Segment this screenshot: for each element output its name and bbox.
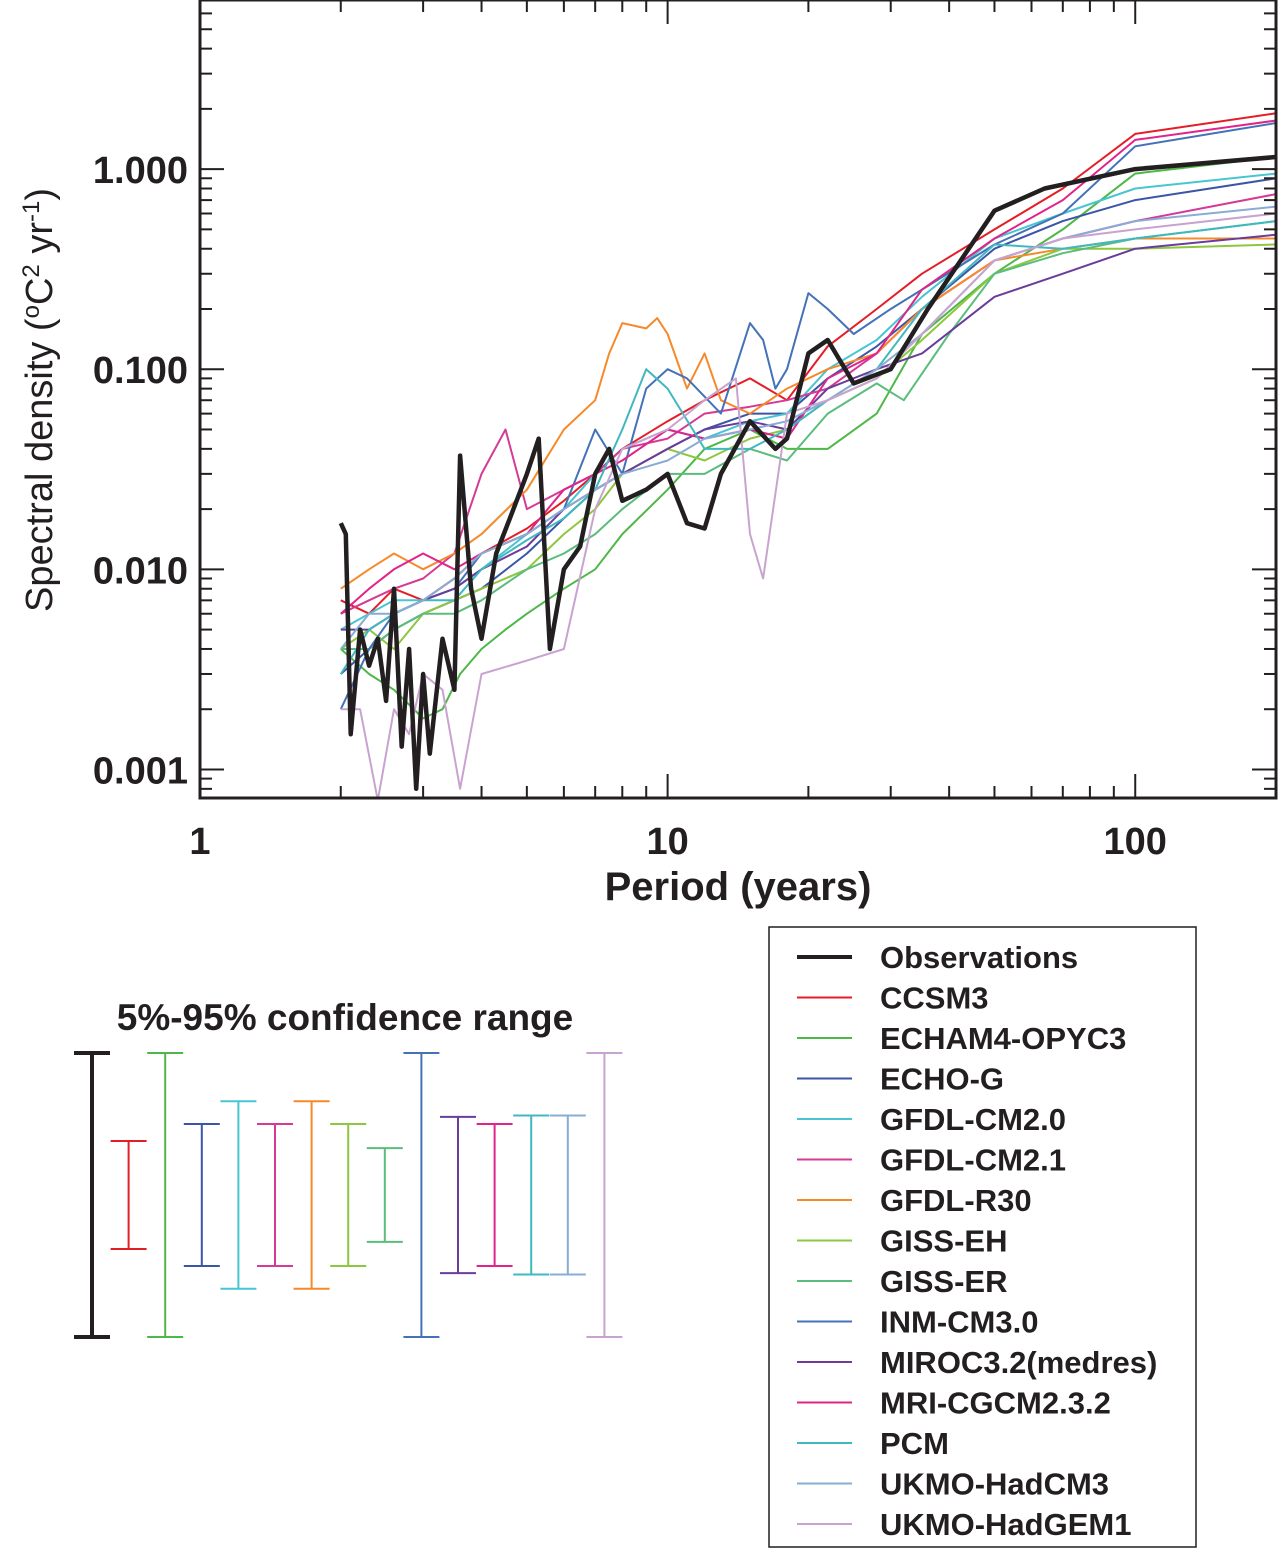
y-tick-label: 1.000 — [93, 150, 188, 192]
confidence-bar-gfdl-cm2-1 — [257, 1123, 293, 1267]
series-line-mri-cgcm2-3-2 — [340, 119, 1276, 615]
confidence-range-title: 5%-95% confidence range — [117, 997, 573, 1038]
confidence-bar-giss-eh — [330, 1123, 367, 1267]
confidence-range-bars — [74, 1051, 623, 1339]
legend-label-observations: Observations — [880, 940, 1078, 975]
confidence-bar-ukmo-hadcm3 — [549, 1114, 586, 1276]
confidence-bar-ukmo-hadgem1 — [586, 1052, 623, 1338]
legend-label-echam4-opyc3: ECHAM4-OPYC3 — [880, 1021, 1126, 1056]
x-tick-label: 10 — [646, 821, 688, 863]
x-axis-title: Period (years) — [605, 865, 872, 909]
legend-label-echo-g: ECHO-G — [880, 1062, 1004, 1097]
confidence-bar-gfdl-cm2-0 — [220, 1100, 257, 1290]
y-tick-label: 0.010 — [93, 550, 188, 592]
confidence-bar-gfdl-r30 — [293, 1100, 330, 1290]
legend-label-gfdl-cm2-1: GFDL-CM2.1 — [880, 1143, 1066, 1178]
series-layer — [338, 112, 1276, 798]
legend-label-ukmo-hadcm3: UKMO-HadCM3 — [880, 1467, 1109, 1502]
x-tick-label: 100 — [1104, 821, 1167, 863]
series-line-ukmo-hadcm3 — [340, 205, 1276, 650]
y-tick-label: 0.001 — [93, 750, 188, 792]
series-line-giss-eh — [340, 243, 1276, 650]
series-line-observations — [338, 154, 1276, 792]
series-line-ukmo-hadgem1 — [340, 212, 1276, 798]
legend-label-mri-cgcm2-3-2: MRI-CGCM2.3.2 — [880, 1386, 1111, 1421]
series-line-pcm — [339, 220, 1276, 675]
series-line-miroc3-2-medres — [340, 233, 1276, 631]
legend-label-giss-er: GISS-ER — [880, 1264, 1007, 1299]
confidence-bar-echo-g — [183, 1123, 220, 1267]
axis-ticks: 1 10 100 0.001 0.010 0.100 1.000 — [93, 0, 1277, 863]
confidence-bar-observations — [74, 1051, 110, 1339]
confidence-bar-echam4-opyc3 — [147, 1052, 184, 1338]
x-tick-label: 1 — [189, 821, 210, 863]
legend-label-pcm: PCM — [880, 1426, 949, 1461]
legend-label-ccsm3: CCSM3 — [880, 981, 989, 1016]
confidence-bar-miroc3-2-medres — [440, 1115, 476, 1275]
series-line-gfdl-cm2-1 — [340, 193, 1276, 615]
y-axis-title: Spectral density (oC2 yr-1) — [18, 188, 61, 612]
legend-label-miroc3-2-medres: MIROC3.2(medres) — [880, 1345, 1157, 1380]
y-tick-label: 0.100 — [93, 350, 188, 392]
legend-label-ukmo-hadgem1: UKMO-HadGEM1 — [880, 1507, 1131, 1542]
series-line-giss-er — [340, 220, 1276, 650]
plot-frame — [198, 0, 1278, 800]
confidence-bar-giss-er — [366, 1147, 403, 1243]
confidence-bar-inm-cm3-0 — [403, 1052, 440, 1338]
spectral-plot: 1 10 100 0.001 0.010 0.100 1.000 — [93, 0, 1278, 863]
confidence-bar-mri-cgcm2-3-2 — [476, 1123, 513, 1267]
confidence-bar-pcm — [513, 1114, 550, 1276]
legend-label-gfdl-cm2-0: GFDL-CM2.0 — [880, 1102, 1066, 1137]
legend-label-giss-eh: GISS-EH — [880, 1224, 1007, 1259]
series-line-inm-cm3-0 — [339, 122, 1276, 710]
series-line-gfdl-cm2-0 — [340, 172, 1276, 631]
legend-label-inm-cm3-0: INM-CM3.0 — [880, 1305, 1038, 1340]
confidence-bar-ccsm3 — [110, 1140, 147, 1250]
legend: Observations CCSM3 ECHAM4-OPYC3 ECHO-G GFDL-… — [768, 926, 1197, 1548]
legend-label-gfdl-r30: GFDL-R30 — [880, 1183, 1032, 1218]
